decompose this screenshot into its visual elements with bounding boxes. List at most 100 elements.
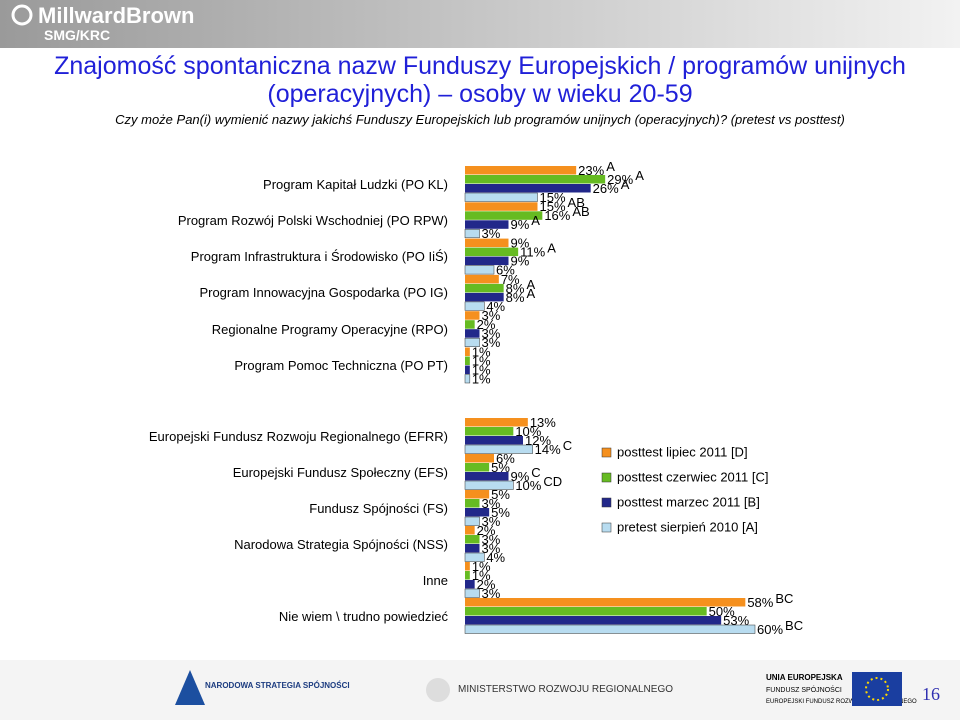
value-label: 15% [540,190,566,205]
category-label: Europejski Fundusz Społeczny (EFS) [232,464,448,480]
value-label: 15% [540,199,566,214]
significance-label: C [563,438,572,453]
bar [464,480,514,490]
bar [465,472,509,481]
value-label: 16% [544,208,570,223]
bar [465,544,480,553]
value-label: 1% [472,568,491,583]
legend-swatch [601,447,612,458]
bar [465,238,509,248]
significance-label: A [526,286,535,301]
bar [465,256,509,266]
significance-label: A [547,241,556,256]
value-label: 8% [506,290,525,305]
value-label: 5% [491,487,510,502]
value-label: 1% [472,353,491,368]
legend-label: posttest lipiec 2011 [D] [617,444,748,459]
value-label: 2% [477,317,496,332]
significance-label: A [621,177,630,192]
legend-swatch [601,497,612,508]
value-label: 6% [496,451,515,466]
bar [465,283,504,293]
value-label: 3% [482,586,501,601]
bar [465,535,480,544]
significance-label: A [531,213,540,228]
value-label: 10% [515,478,541,493]
value-label: 9% [511,217,530,232]
value-label: 1% [472,371,491,386]
category-label: Program Rozwój Polski Wschodniej (PO RPW… [177,212,448,228]
category-label: Program Innowacyjna Gospodarka (PO IG) [199,285,448,301]
bar [465,292,504,302]
footer-band [0,660,960,720]
logo: MillwardBrown [38,3,194,28]
bar [465,454,494,463]
value-label: 29% [607,172,633,187]
legend-swatch [601,522,612,533]
value-label: 26% [593,181,619,196]
bar [465,365,470,374]
value-label: 23% [578,163,604,178]
significance-label: BC [785,618,803,633]
legend-label: posttest marzec 2011 [B] [617,494,760,509]
header-band [0,0,960,48]
category-label: Nie wiem \ trudno powiedzieć [278,608,448,624]
bar [465,598,746,607]
bar [465,356,470,365]
eagle [426,678,450,702]
bar [465,580,475,589]
bar [465,274,499,284]
bar [465,562,470,571]
category-label: Program Infrastruktura i Środowisko (PO … [190,249,448,265]
value-label: 1% [472,344,491,359]
value-label: 11% [520,245,545,260]
value-label: 4% [486,299,505,314]
value-label: 3% [482,335,501,350]
logo-sub: SMG/KRC [44,27,110,43]
fund2-text: EUROPEJSKI FUNDUSZ ROZWOJU REGIONALNEGO [766,699,917,705]
bar [464,624,756,634]
value-label: 5% [491,505,510,520]
value-label: 2% [477,523,496,538]
value-label: 3% [482,496,501,511]
significance-label: A [526,277,535,292]
bar [465,220,509,229]
bar [465,347,470,356]
bar [465,166,577,175]
bar [465,202,538,211]
category-label: Program Kapitał Ludzki (PO KL) [263,176,448,192]
category-label: Regionalne Programy Operacyjne (RPO) [211,321,448,337]
value-label: 9% [511,236,530,251]
category-label: Fundusz Spójności (FS) [309,500,448,516]
bar [464,265,495,275]
significance-label: A [606,159,615,174]
bar [465,311,480,320]
significance-label: AB [568,195,585,210]
value-label: 10% [515,424,541,439]
bar [464,516,480,526]
bar [465,508,490,517]
value-label: 3% [482,308,501,323]
value-label: 4% [486,550,505,565]
eu-text: UNIA EUROPEJSKA [766,673,843,682]
bar [464,552,485,562]
value-label: 1% [472,362,491,377]
bar [465,247,519,257]
page-number: 16 [922,684,940,704]
value-label: 12% [525,433,551,448]
value-label: 53% [723,613,749,628]
bar [465,211,543,220]
value-label: 7% [501,272,520,287]
bar [465,607,707,616]
value-label: 3% [482,326,501,341]
legend-label: posttest czerwiec 2011 [C] [617,469,769,484]
value-label: 13% [530,415,556,430]
category-label: Narodowa Strategia Spójności (NSS) [234,536,448,552]
category-label: Program Pomoc Techniczna (PO PT) [234,358,448,373]
eu-stars [865,677,889,701]
value-label: 58% [747,595,773,610]
bar [465,499,480,508]
value-label: 3% [482,532,501,547]
bar [465,436,523,445]
